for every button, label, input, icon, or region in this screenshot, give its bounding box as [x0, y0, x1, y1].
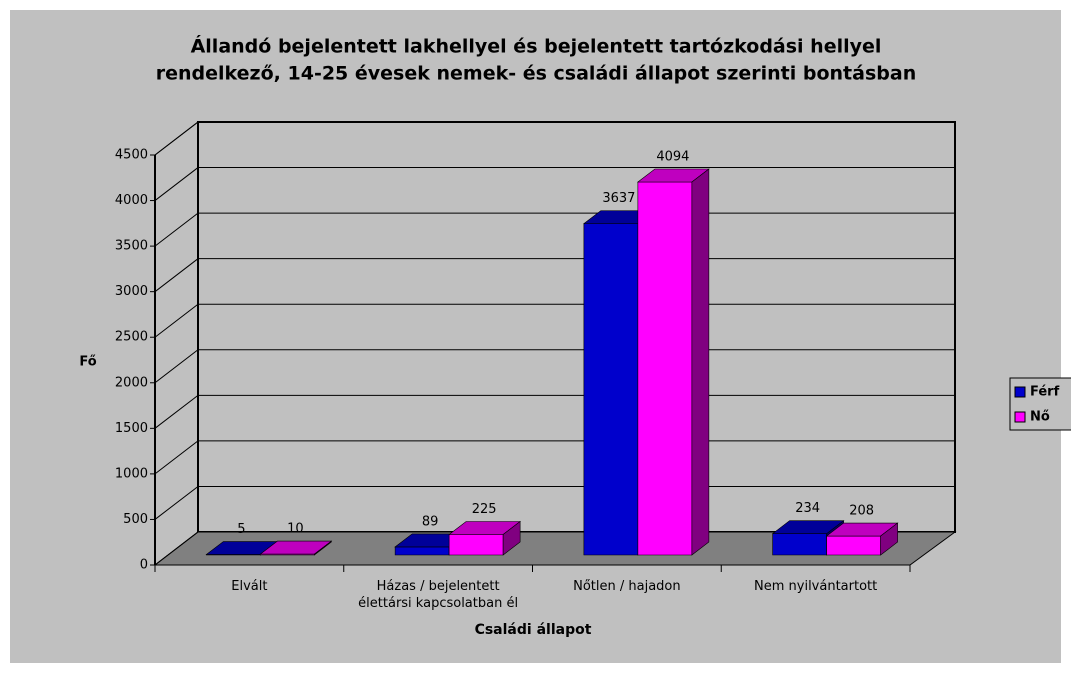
bar-front: [394, 546, 450, 556]
legend-swatch: [1014, 386, 1026, 398]
bar-front: [583, 223, 639, 556]
back-wall: [197, 121, 956, 533]
value-label: 234: [795, 501, 820, 516]
y-tick-label: 2000: [115, 375, 148, 390]
y-tick-label: 4500: [115, 148, 148, 163]
chart-title: rendelkező, 14-25 évesek nemek- és csalá…: [156, 63, 916, 85]
value-label: 3637: [602, 191, 635, 206]
bar: [825, 522, 899, 556]
bar-front: [448, 534, 504, 556]
value-label: 89: [422, 514, 439, 529]
y-tick-label: 4000: [115, 193, 148, 208]
bar-side: [314, 540, 332, 556]
bar: [448, 520, 522, 556]
value-label: 225: [472, 502, 497, 517]
legend-label: Nő: [1030, 410, 1050, 425]
bar-side: [880, 522, 898, 556]
value-label: 4094: [656, 149, 689, 164]
y-tick-label: 1500: [115, 421, 148, 436]
bar-side: [502, 520, 521, 556]
bar-side: [691, 168, 710, 556]
y-tick-label: 500: [123, 512, 148, 527]
value-label: 5: [237, 522, 245, 537]
y-tick-label: 0: [140, 558, 148, 573]
y-tick-label: 3500: [115, 239, 148, 254]
x-tick-label: Elvált: [231, 579, 268, 594]
bar-front: [826, 535, 881, 556]
x-tick-label: Nem nyilvántartott: [754, 579, 878, 594]
x-axis-label: Családi állapot: [475, 622, 592, 638]
grid-line: [154, 121, 955, 156]
bar-front: [637, 181, 693, 556]
bar-front: [772, 533, 827, 556]
y-tick-label: 2500: [115, 330, 148, 345]
y-tick-label: 1000: [115, 466, 148, 481]
chart-title: Állandó bejelentett lakhellyel és bejele…: [191, 35, 882, 58]
side-wall: [154, 120, 199, 567]
y-axis-label: Fő: [79, 355, 96, 370]
legend-swatch: [1014, 411, 1026, 423]
y-tick-label: 3000: [115, 284, 148, 299]
value-label: 10: [287, 522, 304, 537]
bar: [259, 540, 333, 556]
bar: [636, 168, 710, 556]
grid-line: [154, 167, 955, 201]
legend-label: Férf: [1030, 385, 1060, 400]
x-tick-label: Házas / bejelentett élettársi kapcsolatb…: [358, 579, 519, 611]
value-label: 208: [849, 504, 874, 519]
x-tick-label: Nőtlen / hajadon: [573, 579, 681, 594]
